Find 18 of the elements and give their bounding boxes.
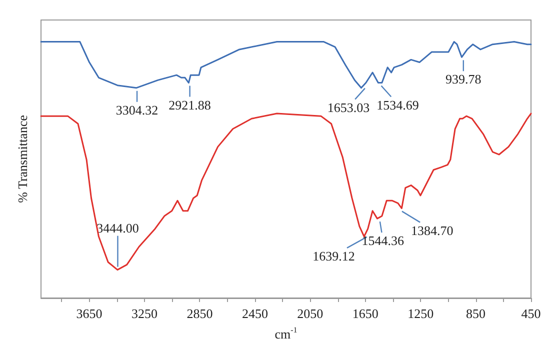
annotation: 3304.32: [116, 102, 158, 118]
x-tick-label: 850: [466, 306, 486, 321]
annotation: 1384.70: [411, 222, 454, 238]
x-tick-label: 2850: [186, 306, 213, 321]
annotation: 1653.03: [327, 100, 370, 115]
x-tick-label: 450: [521, 306, 541, 321]
x-tick-label: 1250: [408, 306, 434, 321]
x-tick-label: 2050: [297, 306, 324, 321]
x-tick-label: 3650: [76, 306, 102, 321]
annotation: 939.78: [446, 72, 482, 87]
y-axis-title: % Transmittance: [15, 114, 30, 203]
x-tick-label: 2450: [242, 306, 268, 321]
x-tick-label: 3250: [132, 306, 158, 321]
annotation: 1544.36: [362, 233, 405, 248]
annotation: 2921.88: [168, 97, 211, 112]
annotation: 1639.12: [312, 248, 355, 264]
x-tick-label: 1650: [352, 306, 378, 321]
annotation: 1534.69: [376, 97, 419, 112]
